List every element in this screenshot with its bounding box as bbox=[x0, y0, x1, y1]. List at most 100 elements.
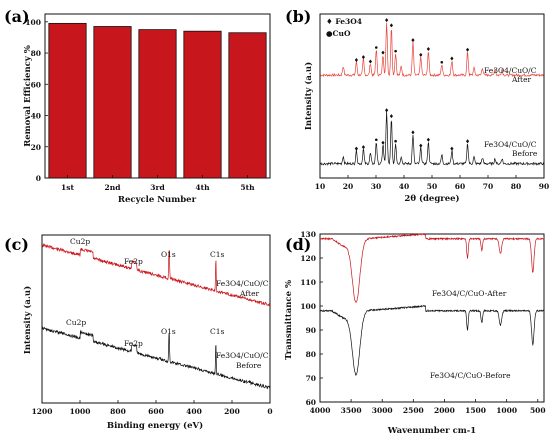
panel-d-ylabel: Transmittance % bbox=[284, 280, 294, 360]
x-tick-label: 50 bbox=[427, 182, 437, 191]
panel-label-a: (a) bbox=[4, 7, 30, 26]
x-tick-label: 1200 bbox=[32, 407, 53, 416]
fe3o4-marker bbox=[465, 139, 470, 144]
legend-fe3o4: ♦ Fe3O4 bbox=[326, 17, 362, 26]
y-tick-label: 40 bbox=[31, 112, 41, 121]
x-tick-label: 2500 bbox=[403, 406, 424, 415]
fe3o4-marker bbox=[381, 50, 385, 55]
y-tick-label: 70 bbox=[306, 374, 316, 383]
panel-b-xrd-chart: 10 20 30 40 50 60 70 80 90 Intensity (a.u) 2θ (d… bbox=[303, 13, 549, 204]
panel-d-frame bbox=[319, 233, 545, 403]
y-tick-label: 60 bbox=[31, 80, 41, 89]
x-tick-label: 400 bbox=[186, 407, 202, 416]
c-o1s-bottom: O1s bbox=[161, 327, 176, 336]
x-tick-label: 2000 bbox=[434, 406, 455, 415]
panel-c-xps-chart: 1200 1000 800 600 400 200 0 Intensity (a.u) Bi… bbox=[22, 234, 273, 431]
panel-d-xlabel: Wavenumber cm-1 bbox=[387, 426, 477, 436]
fe3o4-marker bbox=[411, 130, 415, 135]
panel-label-d: (d) bbox=[285, 235, 311, 254]
xrd-line-after bbox=[319, 22, 544, 78]
fe3o4-marker bbox=[361, 145, 365, 150]
x-tick-label: 40 bbox=[399, 182, 409, 191]
fe3o4-marker bbox=[426, 46, 430, 51]
panel-b-xlabel: 2θ (degree) bbox=[404, 193, 459, 204]
cuo-marker bbox=[394, 139, 397, 143]
x-tick-label: 20 bbox=[343, 182, 353, 191]
fe3o4-marker bbox=[389, 23, 393, 28]
ftir-line-before bbox=[319, 304, 545, 376]
x-tick-label: 5th bbox=[240, 183, 255, 192]
fe3o4-marker bbox=[419, 143, 423, 148]
c-before-label-1: Fe3O4/CuO/C bbox=[216, 351, 269, 360]
fe3o4-marker bbox=[368, 59, 372, 64]
y-tick-label: 0 bbox=[36, 174, 41, 183]
x-tick-label: 600 bbox=[148, 407, 164, 416]
d-before-label: Fe3O4/C/CuO-Before bbox=[430, 371, 511, 380]
panel-c-ylabel: Intensity (a.u) bbox=[22, 286, 33, 354]
x-tick-label: 0 bbox=[267, 407, 272, 416]
c-o1s-top: O1s bbox=[161, 250, 176, 259]
x-tick-label: 3000 bbox=[372, 406, 393, 415]
cuo-marker bbox=[374, 46, 378, 49]
x-tick-label: 10 bbox=[315, 182, 325, 191]
bar-3 bbox=[138, 29, 177, 179]
cuo-marker bbox=[394, 49, 397, 53]
x-tick-label: 500 bbox=[530, 406, 546, 415]
y-tick-label: 100 bbox=[25, 18, 41, 27]
x-tick-label: 800 bbox=[110, 407, 126, 416]
x-tick-label: 1st bbox=[61, 183, 74, 192]
x-tick-label: 80 bbox=[511, 182, 521, 191]
x-tick-label: 4000 bbox=[310, 406, 331, 415]
y-tick-label: 130 bbox=[300, 230, 316, 239]
fe3o4-marker bbox=[411, 38, 415, 43]
fe3o4-marker bbox=[385, 18, 389, 23]
cuo-marker bbox=[440, 60, 444, 64]
x-tick-label: 3500 bbox=[341, 406, 362, 415]
x-tick-label: 2nd bbox=[105, 183, 122, 192]
x-tick-label: 1000 bbox=[496, 406, 517, 415]
panel-a-xlabel: Recycle Number bbox=[118, 195, 197, 205]
b-after-label-1: Fe3O4/CuO/C bbox=[484, 66, 537, 75]
fe3o4-marker bbox=[381, 140, 385, 145]
fe3o4-marker bbox=[361, 55, 365, 60]
x-tick-label: 1000 bbox=[70, 407, 91, 416]
b-after-label-2: After bbox=[511, 75, 532, 84]
panel-a-ylabel: Removal Efficiency % bbox=[23, 45, 33, 147]
fe3o4-marker bbox=[354, 58, 358, 63]
ftir-line-after bbox=[319, 233, 545, 303]
legend-cuo: ●CuO bbox=[326, 29, 351, 38]
panel-a-bar-chart: 0 20 40 60 80 100 1st 2nd 3rd 4th 5th Removal Eff… bbox=[23, 13, 271, 205]
y-tick-label: 80 bbox=[31, 49, 41, 58]
fe3o4-marker bbox=[354, 146, 358, 151]
panel-c-xlabel: Binding energy (eV) bbox=[107, 420, 203, 431]
fe3o4-marker bbox=[389, 114, 393, 119]
c-cu2p-top: Cu2p bbox=[70, 237, 90, 246]
bar-4 bbox=[183, 30, 222, 179]
fe3o4-marker bbox=[419, 52, 423, 57]
c-c1s-top: C1s bbox=[210, 250, 225, 259]
c-fe2p-top: Fe2p bbox=[124, 257, 143, 266]
y-tick-label: 110 bbox=[300, 278, 316, 287]
panel-label-c: (c) bbox=[4, 235, 29, 254]
xps-line-after bbox=[41, 242, 271, 307]
d-after-label: Fe3O4/C/CuO-After bbox=[432, 289, 507, 298]
y-tick-label: 60 bbox=[306, 398, 316, 407]
y-tick-label: 20 bbox=[31, 143, 41, 152]
cuo-marker bbox=[374, 138, 378, 142]
fe3o4-marker bbox=[450, 56, 454, 61]
panel-label-b: (b) bbox=[285, 7, 311, 26]
x-tick-label: 60 bbox=[455, 182, 465, 191]
y-tick-label: 100 bbox=[300, 302, 316, 311]
c-cu2p-bottom: Cu2p bbox=[66, 318, 86, 327]
b-before-label-2: Before bbox=[512, 149, 538, 158]
c-c1s-bottom: C1s bbox=[210, 327, 225, 336]
c-after-label-1: Fe3O4/CuO/C bbox=[216, 279, 269, 288]
y-tick-label: 90 bbox=[306, 326, 316, 335]
panel-d-ftir-chart: 4000 3500 3000 2500 2000 1500 1000 500 60 70 80 90… bbox=[284, 230, 546, 436]
panel-b-frame bbox=[319, 13, 545, 179]
b-before-label-1: Fe3O4/CuO/C bbox=[484, 140, 537, 149]
x-tick-label: 70 bbox=[483, 182, 493, 191]
x-tick-label: 3rd bbox=[150, 183, 165, 192]
y-tick-label: 120 bbox=[300, 254, 316, 263]
